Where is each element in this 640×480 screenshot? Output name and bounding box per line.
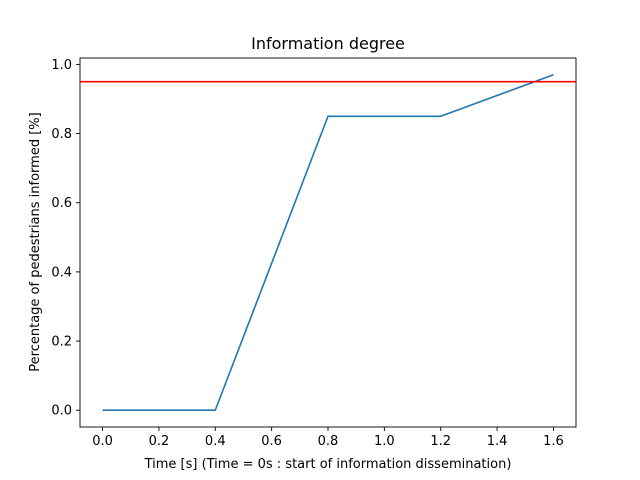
plot-area: 0.0 0.2 0.4 0.6 0.8 1.0 1.2 1.4 1.6 0.0 0.2 0.4 0.6 0…: [51, 57, 577, 449]
x-tick-label: 1.4: [487, 434, 508, 449]
chart-title: Information degree: [251, 34, 405, 53]
series-line-0: [102, 74, 554, 412]
y-axis-label: Percentage of pedestrians informed [%]: [28, 112, 43, 371]
y-tick-label: 0.2: [51, 335, 72, 350]
y-tick-label: 0.8: [51, 127, 72, 142]
y-tick-label: 1.0: [51, 58, 72, 73]
x-tick-label: 1.0: [374, 434, 395, 449]
x-tick-label: 0.2: [149, 434, 170, 449]
y-tick-label: 0.6: [51, 196, 72, 211]
x-tick-label: 0.6: [261, 434, 282, 449]
y-tick-label: 0.0: [51, 404, 72, 419]
x-tick-label: 1.6: [543, 434, 564, 449]
x-axis-label: Time [s] (Time = 0s : start of informati…: [144, 457, 512, 472]
x-tick-label: 1.2: [430, 434, 451, 449]
x-tick-label: 0.0: [92, 434, 113, 449]
x-tick-label: 0.4: [205, 434, 226, 449]
y-tick-label: 0.4: [51, 265, 72, 280]
x-tick-label: 0.8: [318, 434, 339, 449]
